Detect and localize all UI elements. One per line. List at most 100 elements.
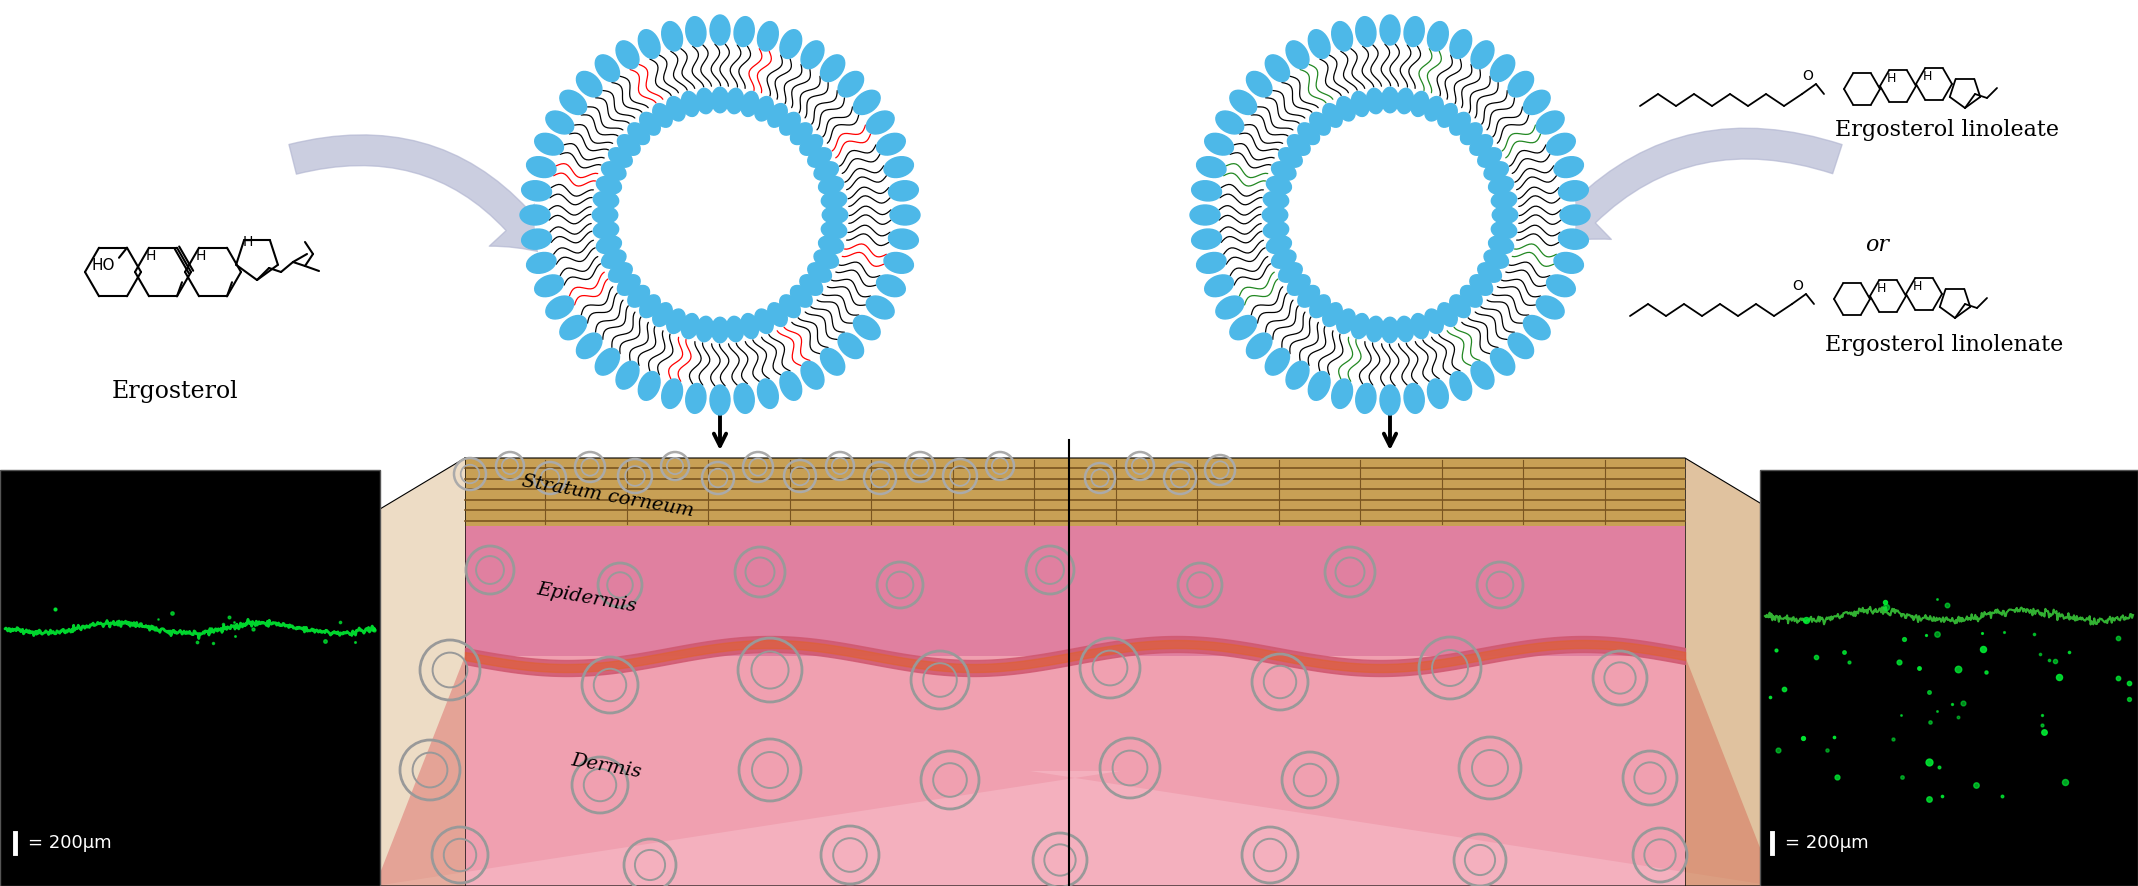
Ellipse shape xyxy=(629,123,650,144)
Ellipse shape xyxy=(1197,253,1225,273)
Ellipse shape xyxy=(1366,316,1383,342)
Ellipse shape xyxy=(1437,104,1458,128)
Ellipse shape xyxy=(780,113,800,136)
Circle shape xyxy=(616,110,825,320)
Ellipse shape xyxy=(1287,275,1311,295)
Ellipse shape xyxy=(1298,123,1319,144)
Ellipse shape xyxy=(594,55,620,82)
Ellipse shape xyxy=(577,72,603,97)
Ellipse shape xyxy=(594,348,620,375)
Ellipse shape xyxy=(883,253,913,273)
Text: H: H xyxy=(1922,70,1933,83)
Ellipse shape xyxy=(802,361,823,389)
Ellipse shape xyxy=(800,275,823,295)
Ellipse shape xyxy=(652,104,671,128)
Ellipse shape xyxy=(877,275,904,297)
Ellipse shape xyxy=(823,206,849,223)
Ellipse shape xyxy=(526,157,556,177)
Ellipse shape xyxy=(639,113,661,136)
Ellipse shape xyxy=(838,72,864,97)
Ellipse shape xyxy=(853,315,881,339)
Ellipse shape xyxy=(802,41,823,69)
Ellipse shape xyxy=(780,295,800,317)
Ellipse shape xyxy=(534,133,564,155)
Ellipse shape xyxy=(1450,371,1471,400)
Ellipse shape xyxy=(1355,17,1377,46)
Text: Ergosterol linolenate: Ergosterol linolenate xyxy=(1826,334,2063,356)
Ellipse shape xyxy=(652,303,671,326)
Ellipse shape xyxy=(1323,104,1343,128)
Ellipse shape xyxy=(819,236,845,253)
Ellipse shape xyxy=(618,275,639,295)
Ellipse shape xyxy=(780,371,802,400)
Text: Dermis: Dermis xyxy=(571,751,644,781)
Polygon shape xyxy=(464,526,1685,656)
Ellipse shape xyxy=(597,176,622,194)
Ellipse shape xyxy=(667,309,686,333)
Ellipse shape xyxy=(1266,348,1289,375)
Ellipse shape xyxy=(1488,236,1514,253)
Ellipse shape xyxy=(667,97,686,121)
Ellipse shape xyxy=(791,285,812,307)
Ellipse shape xyxy=(1336,97,1355,121)
Ellipse shape xyxy=(1229,315,1257,339)
Ellipse shape xyxy=(727,316,744,342)
Bar xyxy=(0,470,381,886)
Ellipse shape xyxy=(710,15,729,45)
Ellipse shape xyxy=(639,371,661,400)
Text: Ergosterol linoleate: Ergosterol linoleate xyxy=(1834,119,2059,141)
Ellipse shape xyxy=(1490,55,1514,82)
Ellipse shape xyxy=(1197,157,1225,177)
Ellipse shape xyxy=(1559,229,1589,249)
Ellipse shape xyxy=(742,91,759,116)
Ellipse shape xyxy=(821,222,847,238)
Ellipse shape xyxy=(686,17,706,46)
Ellipse shape xyxy=(1217,296,1244,319)
Ellipse shape xyxy=(1537,296,1565,319)
Ellipse shape xyxy=(661,21,682,51)
Ellipse shape xyxy=(1272,250,1296,268)
Ellipse shape xyxy=(1546,275,1576,297)
Ellipse shape xyxy=(1311,295,1330,317)
Polygon shape xyxy=(464,458,1685,526)
Ellipse shape xyxy=(1471,361,1494,389)
Ellipse shape xyxy=(522,229,552,249)
Ellipse shape xyxy=(1272,162,1296,180)
Ellipse shape xyxy=(755,97,774,121)
Ellipse shape xyxy=(592,191,618,208)
Ellipse shape xyxy=(866,296,894,319)
Ellipse shape xyxy=(1477,148,1501,167)
Ellipse shape xyxy=(1287,41,1308,69)
Ellipse shape xyxy=(609,263,633,283)
Ellipse shape xyxy=(1311,113,1330,136)
FancyArrowPatch shape xyxy=(289,135,545,253)
Polygon shape xyxy=(374,771,1775,886)
Ellipse shape xyxy=(853,90,881,114)
Ellipse shape xyxy=(1488,176,1514,194)
Ellipse shape xyxy=(1355,384,1377,414)
Ellipse shape xyxy=(815,162,838,180)
Ellipse shape xyxy=(686,384,706,414)
Ellipse shape xyxy=(1351,314,1368,338)
Ellipse shape xyxy=(821,55,845,82)
Ellipse shape xyxy=(1287,361,1308,389)
Ellipse shape xyxy=(1460,285,1482,307)
Ellipse shape xyxy=(1477,263,1501,283)
Ellipse shape xyxy=(601,162,626,180)
Ellipse shape xyxy=(1546,133,1576,155)
Ellipse shape xyxy=(780,30,802,58)
Ellipse shape xyxy=(1469,275,1492,295)
Ellipse shape xyxy=(592,222,618,238)
Ellipse shape xyxy=(697,89,714,113)
Ellipse shape xyxy=(1469,135,1492,155)
Ellipse shape xyxy=(1437,303,1458,326)
Text: Epidermis: Epidermis xyxy=(534,580,637,616)
Ellipse shape xyxy=(1507,333,1533,359)
Ellipse shape xyxy=(800,135,823,155)
Polygon shape xyxy=(605,100,836,330)
Ellipse shape xyxy=(601,250,626,268)
Ellipse shape xyxy=(682,314,699,338)
Ellipse shape xyxy=(1428,379,1447,408)
Ellipse shape xyxy=(1279,263,1302,283)
Ellipse shape xyxy=(768,104,787,128)
